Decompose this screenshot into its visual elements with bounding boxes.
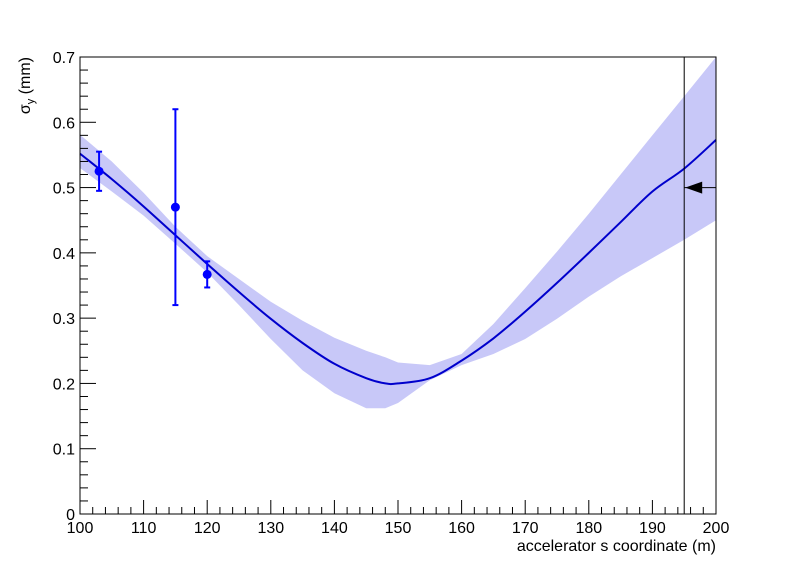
y-axis-label-unit: (mm) bbox=[17, 57, 34, 99]
y-tick-label: 0.4 bbox=[53, 246, 75, 263]
y-tick-label: 0.6 bbox=[53, 115, 75, 132]
data-point bbox=[202, 269, 212, 279]
x-axis: 100 110 120 130 140 150 160 170 180 190 200 bbox=[67, 500, 730, 537]
x-axis-label: accelerator s coordinate (m) bbox=[517, 538, 716, 555]
y-axis: 0 0.1 0.2 0.3 0.4 0.5 0.6 0.7 bbox=[53, 50, 96, 524]
x-tick-label: 150 bbox=[385, 520, 412, 537]
error-band-layer bbox=[80, 57, 716, 409]
fit-curve bbox=[79, 139, 717, 386]
y-tick-label: 0.2 bbox=[53, 376, 75, 393]
y-tick-label: 0.5 bbox=[53, 181, 75, 198]
position-marker-layer bbox=[683, 57, 716, 514]
y-axis-label-symbol: σ bbox=[17, 104, 34, 114]
y-tick-label: 0.3 bbox=[53, 311, 75, 328]
measurements-layer bbox=[94, 108, 212, 307]
x-tick-label: 110 bbox=[131, 520, 157, 537]
fit-curve-layer bbox=[79, 139, 717, 386]
measurement-1 bbox=[94, 150, 104, 192]
x-tick-label: 120 bbox=[194, 520, 221, 537]
y-tick-label: 0 bbox=[66, 507, 75, 524]
x-tick-label: 130 bbox=[257, 520, 284, 537]
error-band bbox=[80, 57, 716, 409]
x-tick-label: 180 bbox=[575, 520, 602, 537]
x-tick-label: 170 bbox=[512, 520, 539, 537]
x-tick-label: 190 bbox=[639, 520, 666, 537]
y-axis-label: σy (mm) bbox=[17, 57, 37, 114]
data-point bbox=[94, 166, 104, 176]
y-axis-label-subscript: y bbox=[25, 98, 37, 104]
position-marker-arrowhead bbox=[685, 181, 703, 194]
x-tick-label: 200 bbox=[703, 520, 730, 537]
measurement-3 bbox=[202, 260, 212, 289]
x-tick-label: 160 bbox=[448, 520, 475, 537]
x-tick-label: 100 bbox=[67, 520, 94, 537]
x-tick-label: 140 bbox=[321, 520, 348, 537]
data-point bbox=[170, 202, 180, 212]
measurement-2 bbox=[170, 108, 180, 307]
y-tick-label: 0.1 bbox=[53, 442, 75, 459]
y-tick-label: 0.7 bbox=[53, 50, 75, 67]
